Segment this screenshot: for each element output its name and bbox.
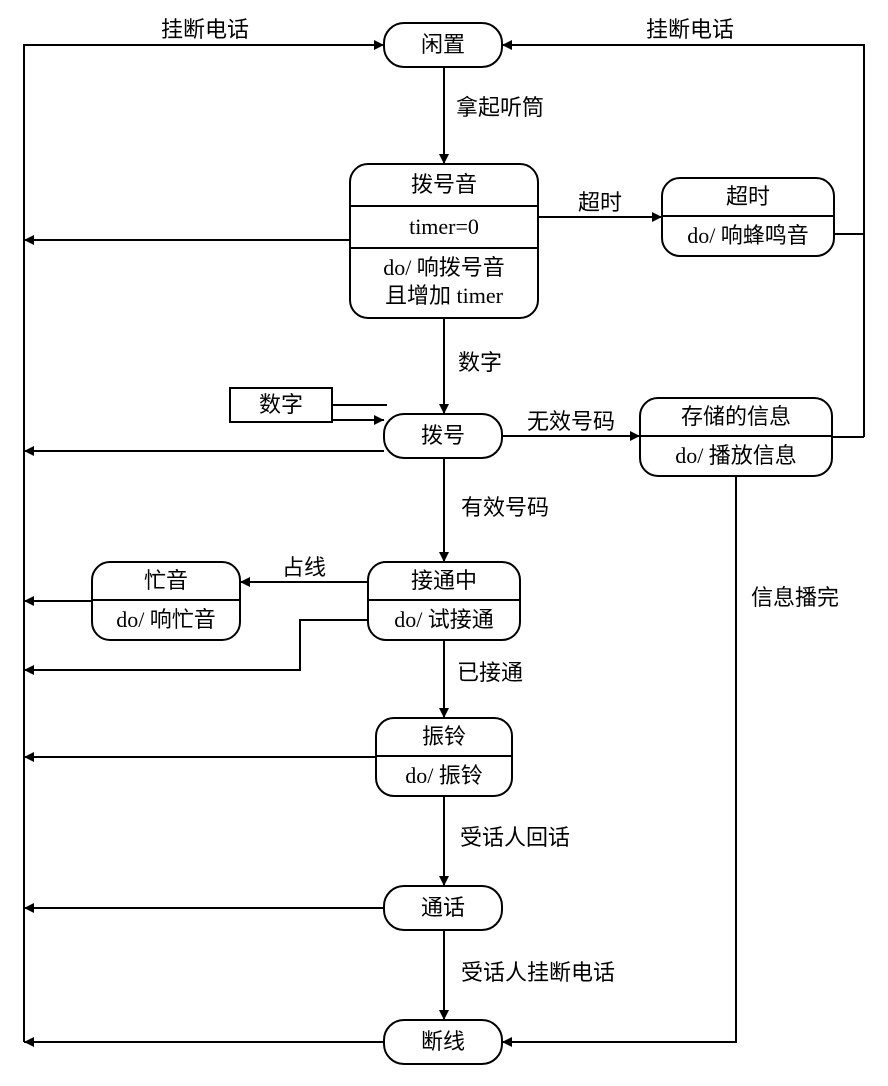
node-ringing-title: 振铃: [422, 724, 466, 749]
edge-pickup-label: 拿起听筒: [456, 95, 544, 120]
edge-digit-self: 数字: [230, 388, 387, 422]
node-disconnect-label: 断线: [421, 1029, 465, 1054]
node-connecting-title: 接通中: [411, 568, 477, 593]
edge-hangup-right-label: 挂断电话: [646, 17, 734, 42]
node-dialtone-body1: do/ 响拨号音: [383, 255, 505, 280]
node-dialtone-title: 拨号音: [411, 172, 477, 197]
node-stored: 存储的信息 do/ 播放信息: [640, 398, 832, 476]
edge-timeout-label: 超时: [578, 190, 622, 215]
node-stored-title: 存储的信息: [681, 404, 791, 429]
edge-connected-label: 已接通: [457, 660, 523, 685]
node-dial: 拨号: [384, 414, 502, 458]
edge-busy-label: 占线: [282, 555, 326, 580]
node-ringing-body: do/ 振铃: [405, 763, 483, 788]
node-connecting-body: do/ 试接通: [394, 607, 494, 632]
node-talking-label: 通话: [421, 895, 465, 920]
edge-digit-self-label: 数字: [259, 392, 303, 417]
node-timeout: 超时 do/ 响蜂鸣音: [662, 178, 834, 256]
edge-left-bus: [24, 45, 384, 1042]
node-disconnect: 断线: [384, 1020, 502, 1064]
node-timeout-title: 超时: [726, 184, 770, 209]
node-dialtone-mid: timer=0: [409, 214, 479, 239]
node-idle-label: 闲置: [421, 32, 465, 57]
node-busy-title: 忙音: [144, 568, 188, 593]
edge-answer-label: 受话人回话: [460, 825, 570, 850]
node-timeout-body: do/ 响蜂鸣音: [687, 223, 809, 248]
node-dial-label: 拨号: [421, 423, 465, 448]
edge-callee-hangup-label: 受话人挂断电话: [461, 960, 615, 985]
edge-info-done-label: 信息播完: [751, 585, 839, 610]
node-busy: 忙音 do/ 响忙音: [92, 562, 240, 640]
node-connecting: 接通中 do/ 试接通: [368, 562, 520, 640]
node-dialtone: 拨号音 timer=0 do/ 响拨号音 且增加 timer: [350, 164, 538, 318]
edge-valid-label: 有效号码: [461, 495, 549, 520]
node-ringing: 振铃 do/ 振铃: [376, 718, 512, 796]
edge-info-done: [502, 476, 736, 1042]
node-dialtone-body2: 且增加 timer: [385, 283, 504, 308]
edge-digit-down-label: 数字: [458, 350, 502, 375]
edge-hangup-left-label: 挂断电话: [161, 17, 249, 42]
state-diagram: 闲置 拨号音 timer=0 do/ 响拨号音 且增加 timer 超时 do/…: [0, 0, 888, 1086]
edge-invalid-label: 无效号码: [527, 409, 615, 434]
node-idle: 闲置: [384, 23, 502, 67]
node-talking: 通话: [384, 886, 502, 930]
node-busy-body: do/ 响忙音: [116, 607, 216, 632]
node-stored-body: do/ 播放信息: [675, 443, 797, 468]
